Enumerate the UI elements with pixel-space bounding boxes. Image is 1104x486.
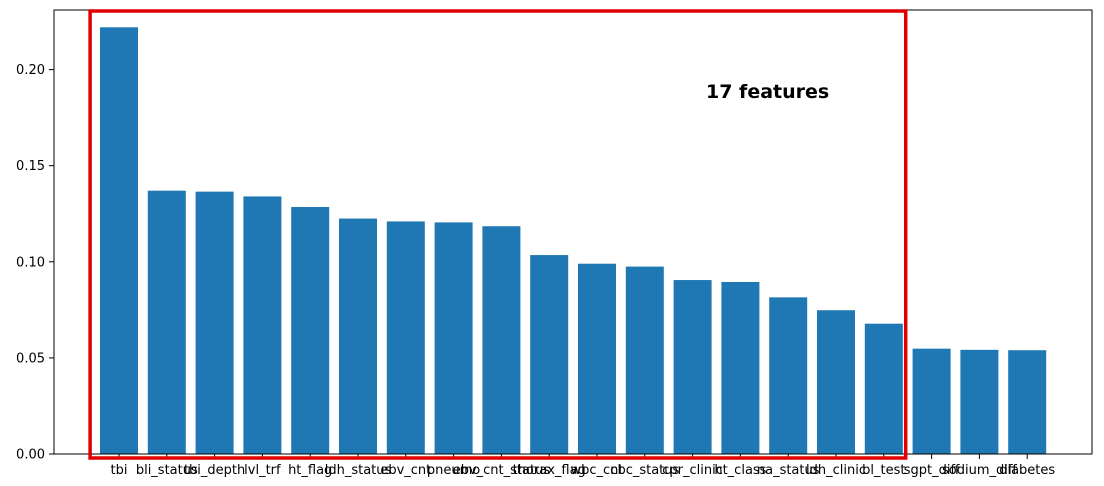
x-tick-label: ldh_clinic [806,463,866,478]
x-tick-label: sodium_diff [942,463,1018,478]
y-tick-label: 0.10 [16,255,45,270]
x-tick-label: tbi_depth [184,463,245,478]
bar-tbi_depth [195,191,234,455]
y-axis: 0.00 0.05 0.10 0.15 0.20 [16,63,54,463]
y-tick-label: 0.05 [16,351,45,366]
x-tick-label: na_status [757,463,820,478]
bar-thorax_flag [530,255,569,454]
bar-pneumo [434,222,473,454]
bar-ldh_status [339,218,377,454]
x-tick-label: ht_flag [288,463,332,478]
x-tick-label: sgpt_diff [904,463,961,478]
bar-sgpt_diff [912,348,951,454]
x-tick-label: ebv_cnt_status [453,463,551,478]
x-tick-label: lvl_trf [244,463,281,478]
x-tick-label: thorax_flag [513,463,586,478]
x-tick-label: diabetes [999,463,1055,478]
bar-wbc_cnt [578,263,616,454]
annotation-label: 17 features [706,81,829,103]
x-tick-label: ht_class [714,463,766,478]
bar-bli_status [147,190,186,454]
bar-ebv_cnt [386,221,425,454]
highlight-box [88,9,908,460]
bar-sodium_diff [960,349,999,454]
bar-cbc_status [625,266,664,454]
y-tick-label: 0.00 [16,448,45,463]
bar-lvl_trf [243,196,282,454]
x-tick-label: bl_test [862,463,905,478]
y-tick-label: 0.20 [16,63,45,78]
bar-ebv_cnt_status [482,226,521,454]
bar-ht_flag [291,207,330,454]
bar-ht_class [721,281,760,454]
bars-group [100,27,1047,455]
bar-bl_test [864,323,903,454]
x-tick-label: ebv_cnt [380,463,431,478]
bar-diabetes [1008,350,1047,454]
x-tick-label: cpr_clinic [662,463,723,478]
bar-na_status [769,297,808,454]
y-tick-label: 0.15 [16,159,45,174]
x-tick-label: bli_status [136,463,198,478]
bar-cpr_clinic [673,280,712,454]
x-tick-label: pneumo [427,463,480,478]
bar-ldh_clinic [817,310,855,454]
x-tick-label: cbc_status [610,463,679,478]
x-tick-label: wbc_cnt [570,463,623,478]
bar-tbi [100,27,138,454]
x-tick-label: ldh_status [325,463,392,478]
x-tick-label: tbi [111,463,128,478]
